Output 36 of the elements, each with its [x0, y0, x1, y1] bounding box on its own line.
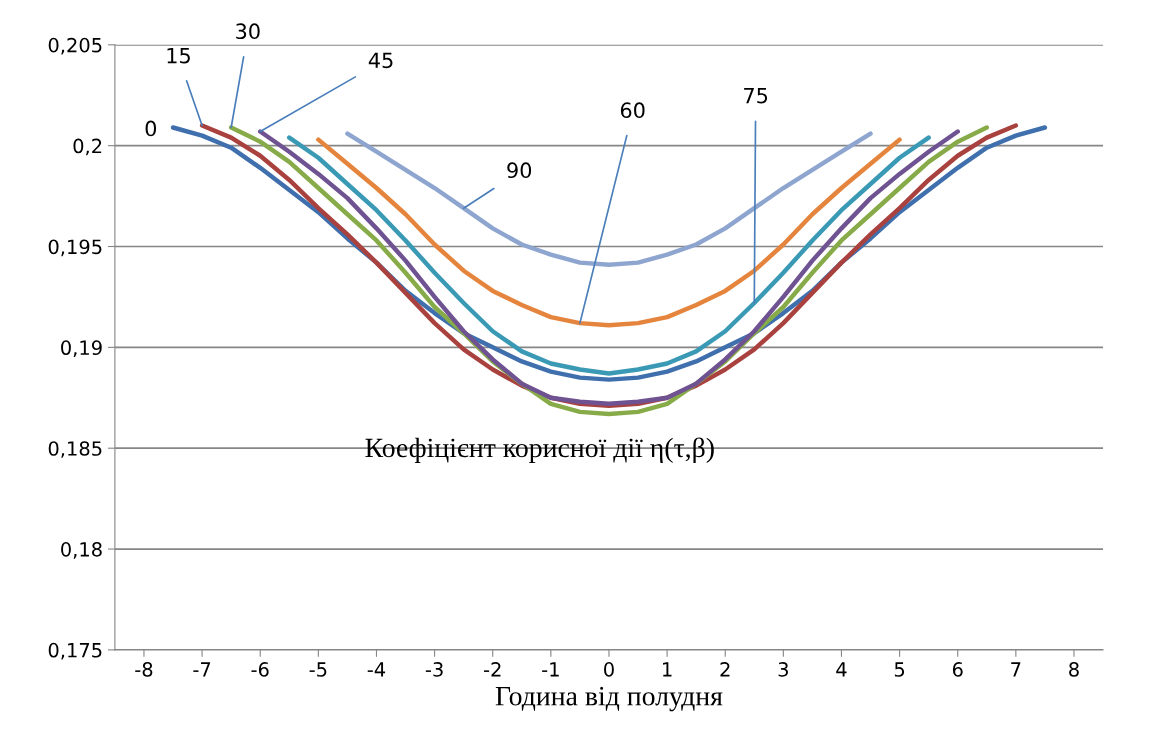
x-tick-label: 0: [604, 662, 614, 677]
y-tick-label: 0,185: [48, 441, 102, 458]
x-tick-label: -1: [542, 662, 559, 677]
x-tick-label: 1: [663, 662, 672, 677]
x-tick-label: -8: [135, 662, 153, 677]
x-tick-label: -5: [309, 662, 327, 677]
y-tick-label: 0,18: [61, 542, 102, 559]
y-tick-label: 0,205: [48, 37, 102, 55]
y-tick-label: 0,175: [48, 642, 102, 660]
text: 60: [620, 102, 645, 119]
x-tick-label: -2: [483, 662, 501, 677]
x-tick-label: 2: [720, 662, 730, 677]
line-series: [316, 137, 902, 328]
line-series: [287, 135, 931, 376]
x-tick-label: -4: [367, 662, 386, 677]
x-tick-label: 3: [778, 662, 788, 677]
series-label: 0: [145, 120, 157, 137]
annotation: Коефіцієнт корисної дії η(τ,β): [365, 437, 714, 463]
y-tick-label: 0,19: [61, 340, 102, 357]
x-tick-label: 6: [952, 662, 963, 677]
text: 75: [744, 87, 768, 104]
y-tick-label: 0,195: [48, 239, 102, 257]
text: 15: [167, 48, 190, 64]
x-tick-label: -3: [425, 662, 443, 677]
x-tick-label: 5: [894, 662, 905, 677]
text: 90: [507, 162, 532, 179]
x-tick-label: -6: [251, 662, 269, 677]
x-tick-label: 7: [1011, 662, 1021, 677]
x-tick-label: 8: [1069, 662, 1079, 677]
text: 30: [236, 23, 260, 40]
x-tick-label: -7: [193, 662, 211, 677]
x-tick-label: 4: [836, 662, 847, 677]
line-series: [345, 131, 873, 267]
y-tick-label: 0,2: [73, 138, 102, 156]
text: 45: [368, 52, 393, 69]
x-axis-title: Година від полудня: [495, 686, 723, 712]
